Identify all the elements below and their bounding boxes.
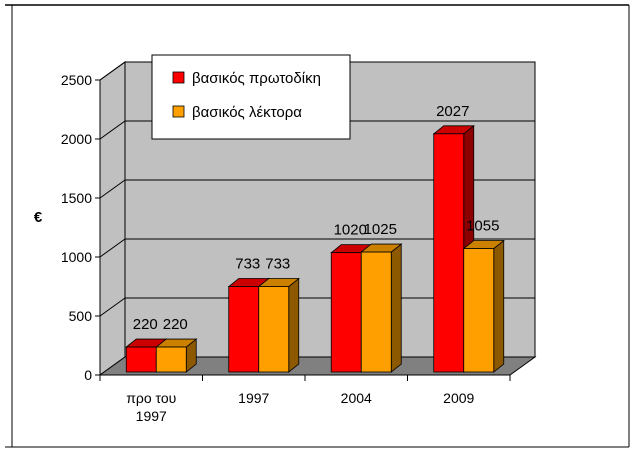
bar [227, 277, 270, 373]
bar-front [360, 251, 392, 373]
x-tick-label: 1997 [238, 390, 269, 406]
bar [432, 124, 475, 373]
bar [155, 338, 198, 373]
data-label: 220 [163, 316, 188, 333]
gridline-side [99, 61, 126, 81]
data-label: 1055 [466, 218, 499, 235]
y-tick-label: 0 [84, 367, 92, 383]
side-wall [99, 61, 126, 376]
y-axis-label: € [34, 209, 43, 226]
legend-swatch [172, 71, 185, 84]
y-tick-label: 2000 [61, 131, 92, 147]
gridline-side [99, 238, 126, 258]
x-tick-label-line: 1997 [136, 408, 167, 424]
y-tick-label: 500 [69, 308, 93, 324]
legend: βασικός πρωτοδίκη βασικός λέκτορα [151, 54, 351, 140]
bar-front [155, 346, 187, 373]
data-label: 1025 [364, 221, 397, 238]
y-tick-label: 1500 [61, 190, 92, 206]
bar [257, 277, 300, 373]
x-tick-label: 2004 [341, 390, 372, 406]
bar-front [433, 133, 465, 373]
legend-swatch [172, 105, 185, 118]
gridline-side [99, 179, 126, 199]
data-label: 220 [133, 316, 158, 333]
gridline-side [99, 120, 126, 140]
x-tick-label: 2009 [443, 390, 474, 406]
y-tick-label: 2500 [61, 72, 92, 88]
x-tick-label: προ του 1997 [126, 390, 176, 424]
bar-side [390, 243, 402, 373]
data-label: 733 [235, 256, 260, 273]
legend-label: βασικός λέκτορα [192, 104, 302, 121]
x-tick-label-line: προ του [126, 390, 176, 406]
bar [360, 243, 403, 373]
bar-front [125, 346, 157, 373]
bar [462, 239, 505, 373]
bar-side [288, 277, 300, 373]
data-label: 733 [265, 256, 290, 273]
y-tick-label: 1000 [61, 249, 92, 265]
bar-front [463, 248, 495, 373]
bar-front [330, 252, 362, 373]
bar-front [258, 286, 290, 373]
bar-front [228, 286, 260, 373]
legend-label: βασικός πρωτοδίκη [192, 70, 321, 87]
gridline-side [99, 297, 126, 317]
data-label: 2027 [436, 103, 469, 120]
data-label: 1020 [334, 222, 367, 239]
legend-box [151, 54, 351, 140]
bar-side [493, 239, 505, 373]
